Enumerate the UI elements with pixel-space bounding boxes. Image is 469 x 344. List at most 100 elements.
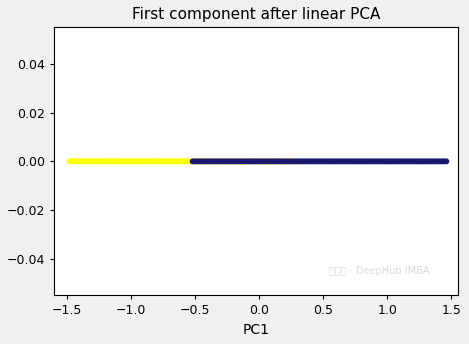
Point xyxy=(261,159,269,164)
Point xyxy=(244,159,251,164)
Point xyxy=(127,159,134,164)
Point xyxy=(389,159,397,164)
Point xyxy=(240,159,248,164)
Point xyxy=(291,159,299,164)
Point xyxy=(233,159,240,164)
Point xyxy=(432,159,439,164)
Point xyxy=(372,159,380,164)
Point xyxy=(282,159,289,164)
Point xyxy=(368,159,376,164)
Point xyxy=(267,159,274,164)
Point xyxy=(272,159,280,164)
Point xyxy=(165,159,172,164)
Point xyxy=(183,159,191,164)
Point xyxy=(130,159,138,164)
Point xyxy=(214,159,222,164)
Point xyxy=(336,159,343,164)
Point xyxy=(206,159,213,164)
Point xyxy=(94,159,102,164)
Point xyxy=(172,159,180,164)
Point xyxy=(229,159,236,164)
Point xyxy=(236,159,243,164)
Point xyxy=(408,159,416,164)
Point xyxy=(104,159,111,164)
Point xyxy=(434,159,442,164)
Point xyxy=(404,159,412,164)
Point xyxy=(321,159,329,164)
Point xyxy=(161,159,168,164)
Point xyxy=(234,159,242,164)
Point xyxy=(274,159,282,164)
Point xyxy=(385,159,393,164)
Point xyxy=(255,159,263,164)
Point xyxy=(106,159,113,164)
Point xyxy=(79,159,87,164)
Point xyxy=(223,159,231,164)
Point xyxy=(72,159,79,164)
Point xyxy=(81,159,89,164)
Point xyxy=(227,159,234,164)
Point xyxy=(229,159,237,164)
Point xyxy=(252,159,259,164)
Point xyxy=(134,159,142,164)
Point xyxy=(263,159,271,164)
Point xyxy=(193,159,201,164)
Point xyxy=(203,159,210,164)
Point xyxy=(357,159,365,164)
Point xyxy=(138,159,145,164)
Point xyxy=(370,159,378,164)
Point xyxy=(197,159,204,164)
Point xyxy=(159,159,166,164)
Point xyxy=(110,159,117,164)
Point xyxy=(340,159,348,164)
Point xyxy=(129,159,136,164)
Point xyxy=(189,159,197,164)
Point xyxy=(218,159,225,164)
Point xyxy=(196,159,203,164)
Point xyxy=(257,159,265,164)
Point xyxy=(221,159,229,164)
Point xyxy=(443,159,450,164)
Point xyxy=(189,159,197,164)
Point xyxy=(310,159,318,164)
Point xyxy=(208,159,216,164)
Point xyxy=(398,159,405,164)
Point xyxy=(195,159,202,164)
Point xyxy=(430,159,437,164)
Point xyxy=(200,159,208,164)
Point xyxy=(325,159,333,164)
Point xyxy=(323,159,331,164)
Point xyxy=(231,159,238,164)
Point xyxy=(308,159,316,164)
Point xyxy=(151,159,159,164)
Point xyxy=(244,159,252,164)
Point xyxy=(157,159,165,164)
Point xyxy=(242,159,250,164)
Point xyxy=(362,159,369,164)
Point xyxy=(319,159,326,164)
Point xyxy=(102,159,109,164)
Point xyxy=(132,159,140,164)
Point xyxy=(89,159,96,164)
Point xyxy=(256,159,263,164)
Point xyxy=(424,159,431,164)
Point xyxy=(377,159,384,164)
Point xyxy=(180,159,187,164)
Point xyxy=(212,159,219,164)
Point xyxy=(392,159,399,164)
Point xyxy=(247,159,254,164)
Point xyxy=(200,159,207,164)
Point xyxy=(415,159,423,164)
Point xyxy=(280,159,288,164)
Point xyxy=(182,159,189,164)
Point xyxy=(294,159,301,164)
Point xyxy=(166,159,174,164)
Point xyxy=(270,159,278,164)
Point xyxy=(417,159,424,164)
Point xyxy=(178,159,185,164)
Point xyxy=(381,159,388,164)
Point xyxy=(206,159,214,164)
Point xyxy=(280,159,287,164)
Point xyxy=(217,159,224,164)
Point xyxy=(291,159,299,164)
